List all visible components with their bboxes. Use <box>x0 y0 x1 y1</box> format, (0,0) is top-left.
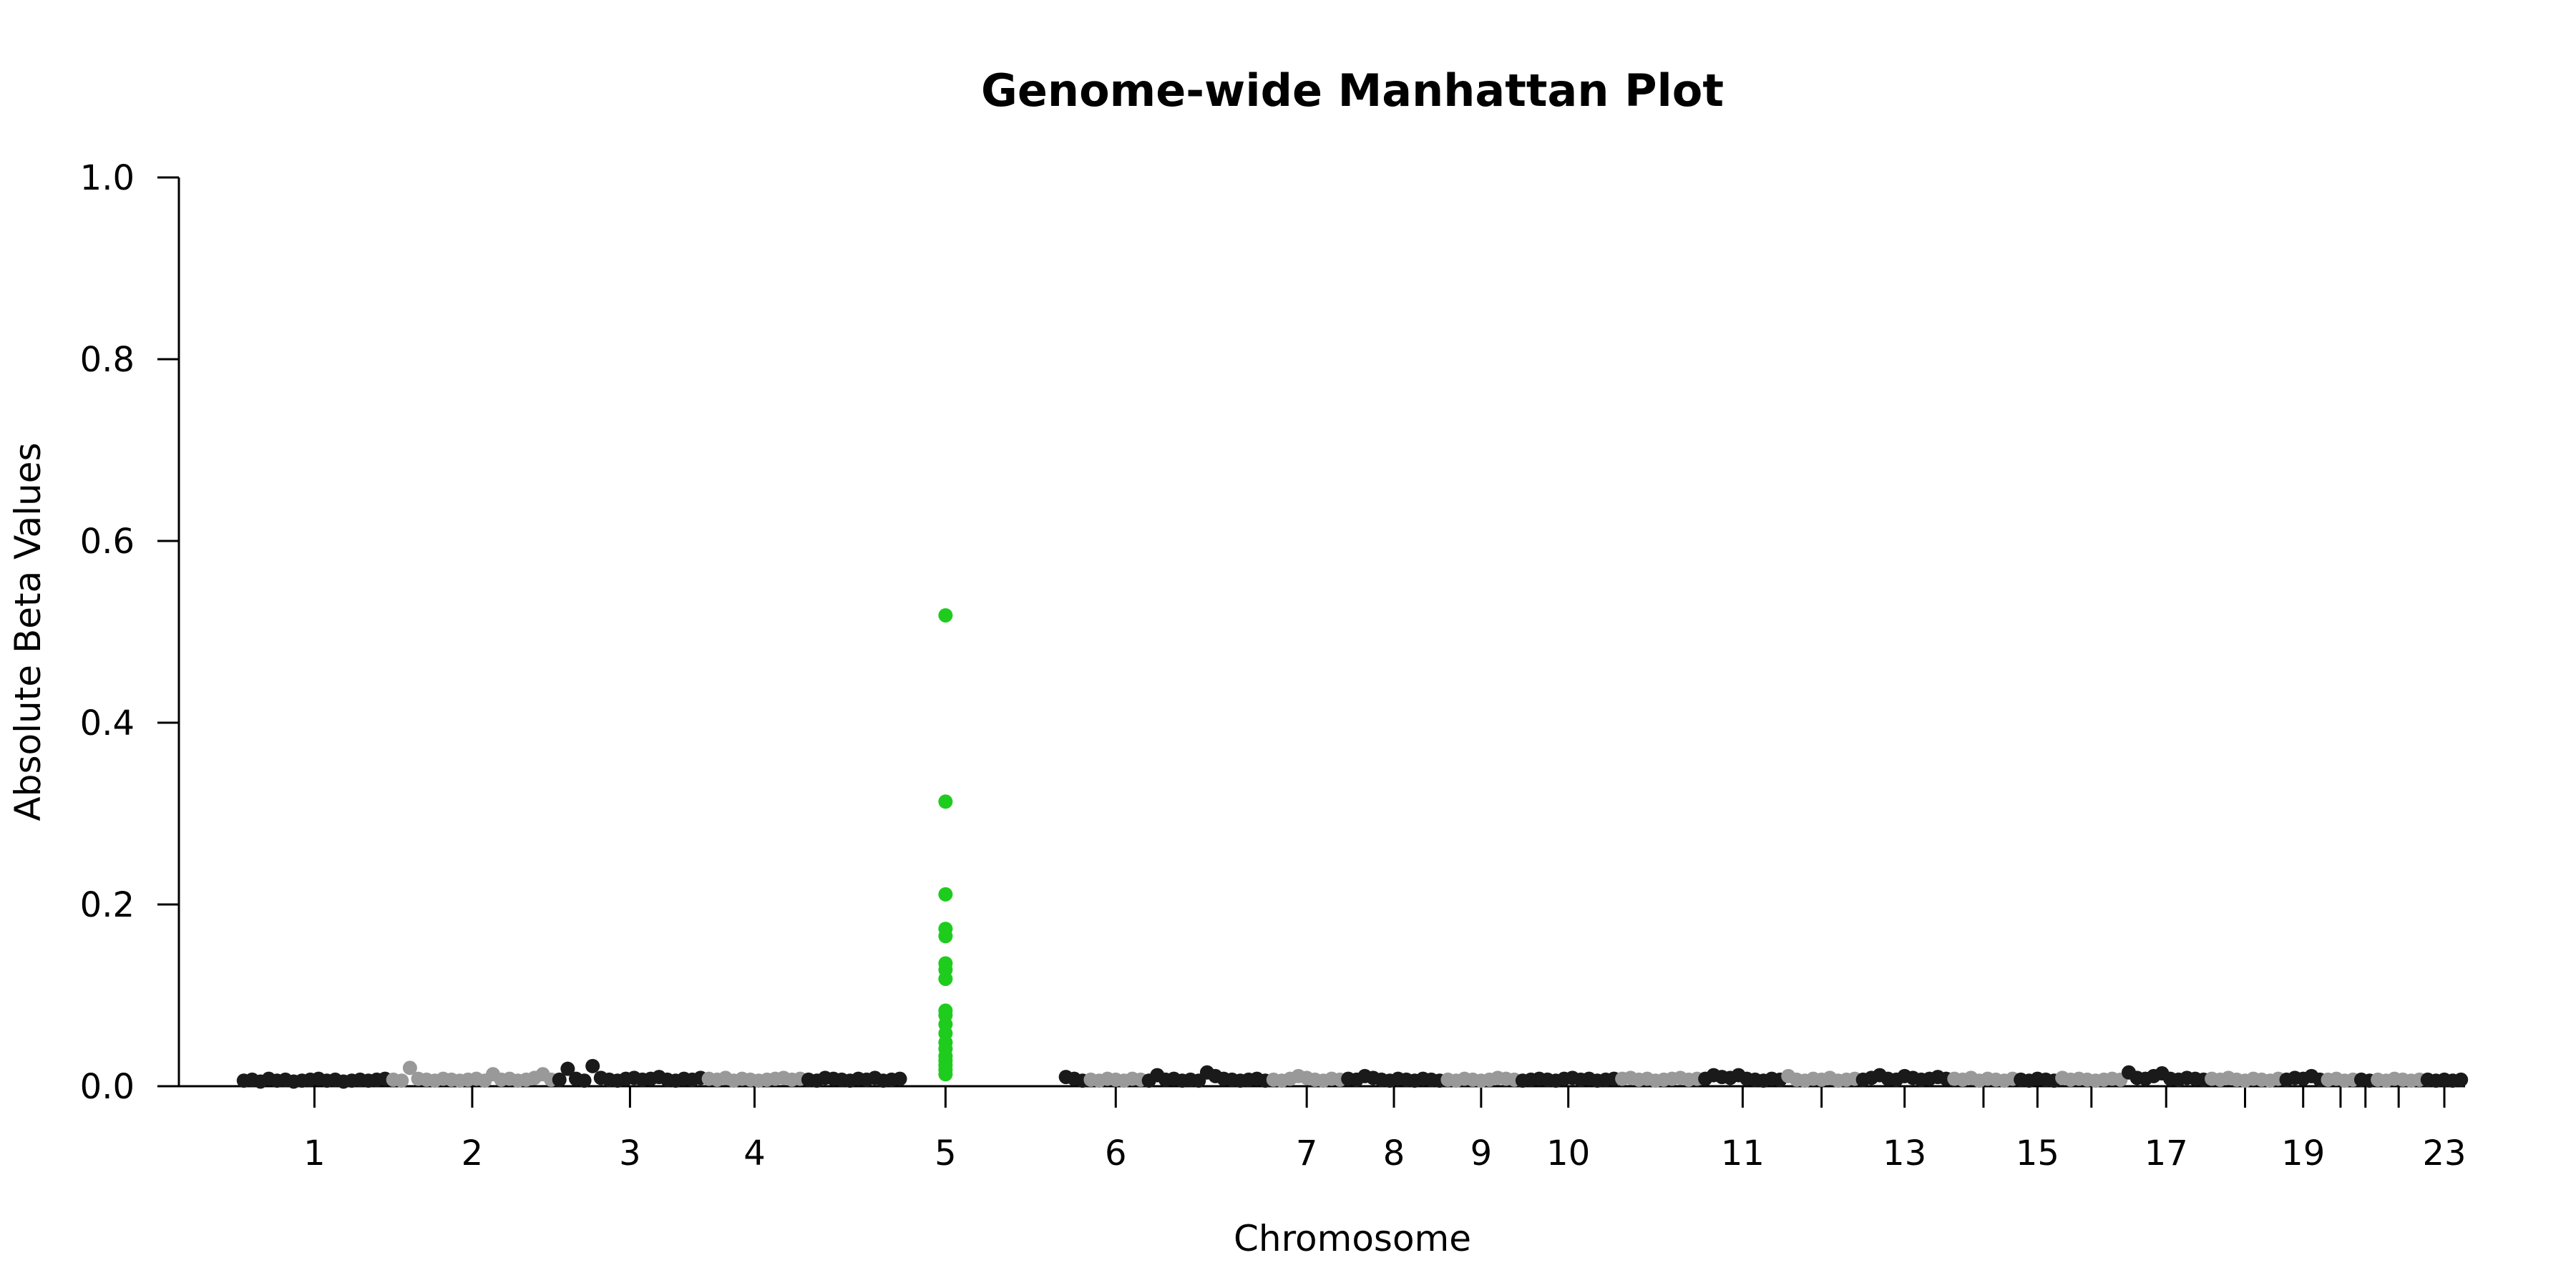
x-tick-label: 17 <box>2145 1133 2188 1174</box>
data-point <box>394 1073 409 1088</box>
data-point <box>577 1073 592 1088</box>
x-tick-label: 7 <box>1296 1133 1318 1174</box>
x-tick-label: 19 <box>2281 1133 2325 1174</box>
data-point <box>938 971 953 986</box>
x-tick-label: 13 <box>1883 1133 1926 1174</box>
x-tick-label: 8 <box>1383 1133 1405 1174</box>
y-tick-label: 0.4 <box>80 703 135 743</box>
y-tick-label: 0.0 <box>80 1067 135 1107</box>
data-point <box>938 608 953 623</box>
data-point <box>938 929 953 944</box>
x-tick-label: 4 <box>743 1133 766 1174</box>
data-point <box>2454 1072 2469 1087</box>
y-axis-label: Absolute Beta Values <box>7 443 49 821</box>
chart-title: Genome-wide Manhattan Plot <box>981 64 1724 117</box>
x-tick-label: 2 <box>462 1133 484 1174</box>
x-tick-label: 10 <box>1546 1133 1590 1174</box>
data-point <box>560 1061 575 1076</box>
data-point <box>552 1072 567 1087</box>
x-tick-label: 11 <box>1721 1133 1765 1174</box>
x-tick-label: 3 <box>619 1133 641 1174</box>
x-tick-label: 1 <box>303 1133 326 1174</box>
y-tick-label: 0.8 <box>80 340 135 380</box>
x-tick-label: 9 <box>1470 1133 1493 1174</box>
data-point <box>402 1060 417 1075</box>
x-tick-label: 5 <box>935 1133 957 1174</box>
x-axis: 1 2 3 4 5 6 7 8 9 10 11 13 15 17 19 23 <box>179 1085 2467 1174</box>
data-points <box>236 608 2469 1089</box>
y-tick-label: 1.0 <box>80 158 135 198</box>
data-point <box>585 1058 600 1073</box>
data-point <box>938 794 953 809</box>
data-point <box>938 1067 953 1082</box>
y-axis: 0.0 0.2 0.4 0.6 0.8 1.0 <box>80 158 180 1107</box>
x-axis-label: Chromosome <box>1234 1218 1471 1259</box>
data-point <box>892 1071 907 1086</box>
data-point <box>938 887 953 902</box>
x-tick-label: 6 <box>1105 1133 1127 1174</box>
x-tick-label: 23 <box>2422 1133 2466 1174</box>
x-tick-label: 15 <box>2016 1133 2059 1174</box>
y-tick-label: 0.2 <box>80 885 135 925</box>
y-tick-label: 0.6 <box>80 522 135 562</box>
